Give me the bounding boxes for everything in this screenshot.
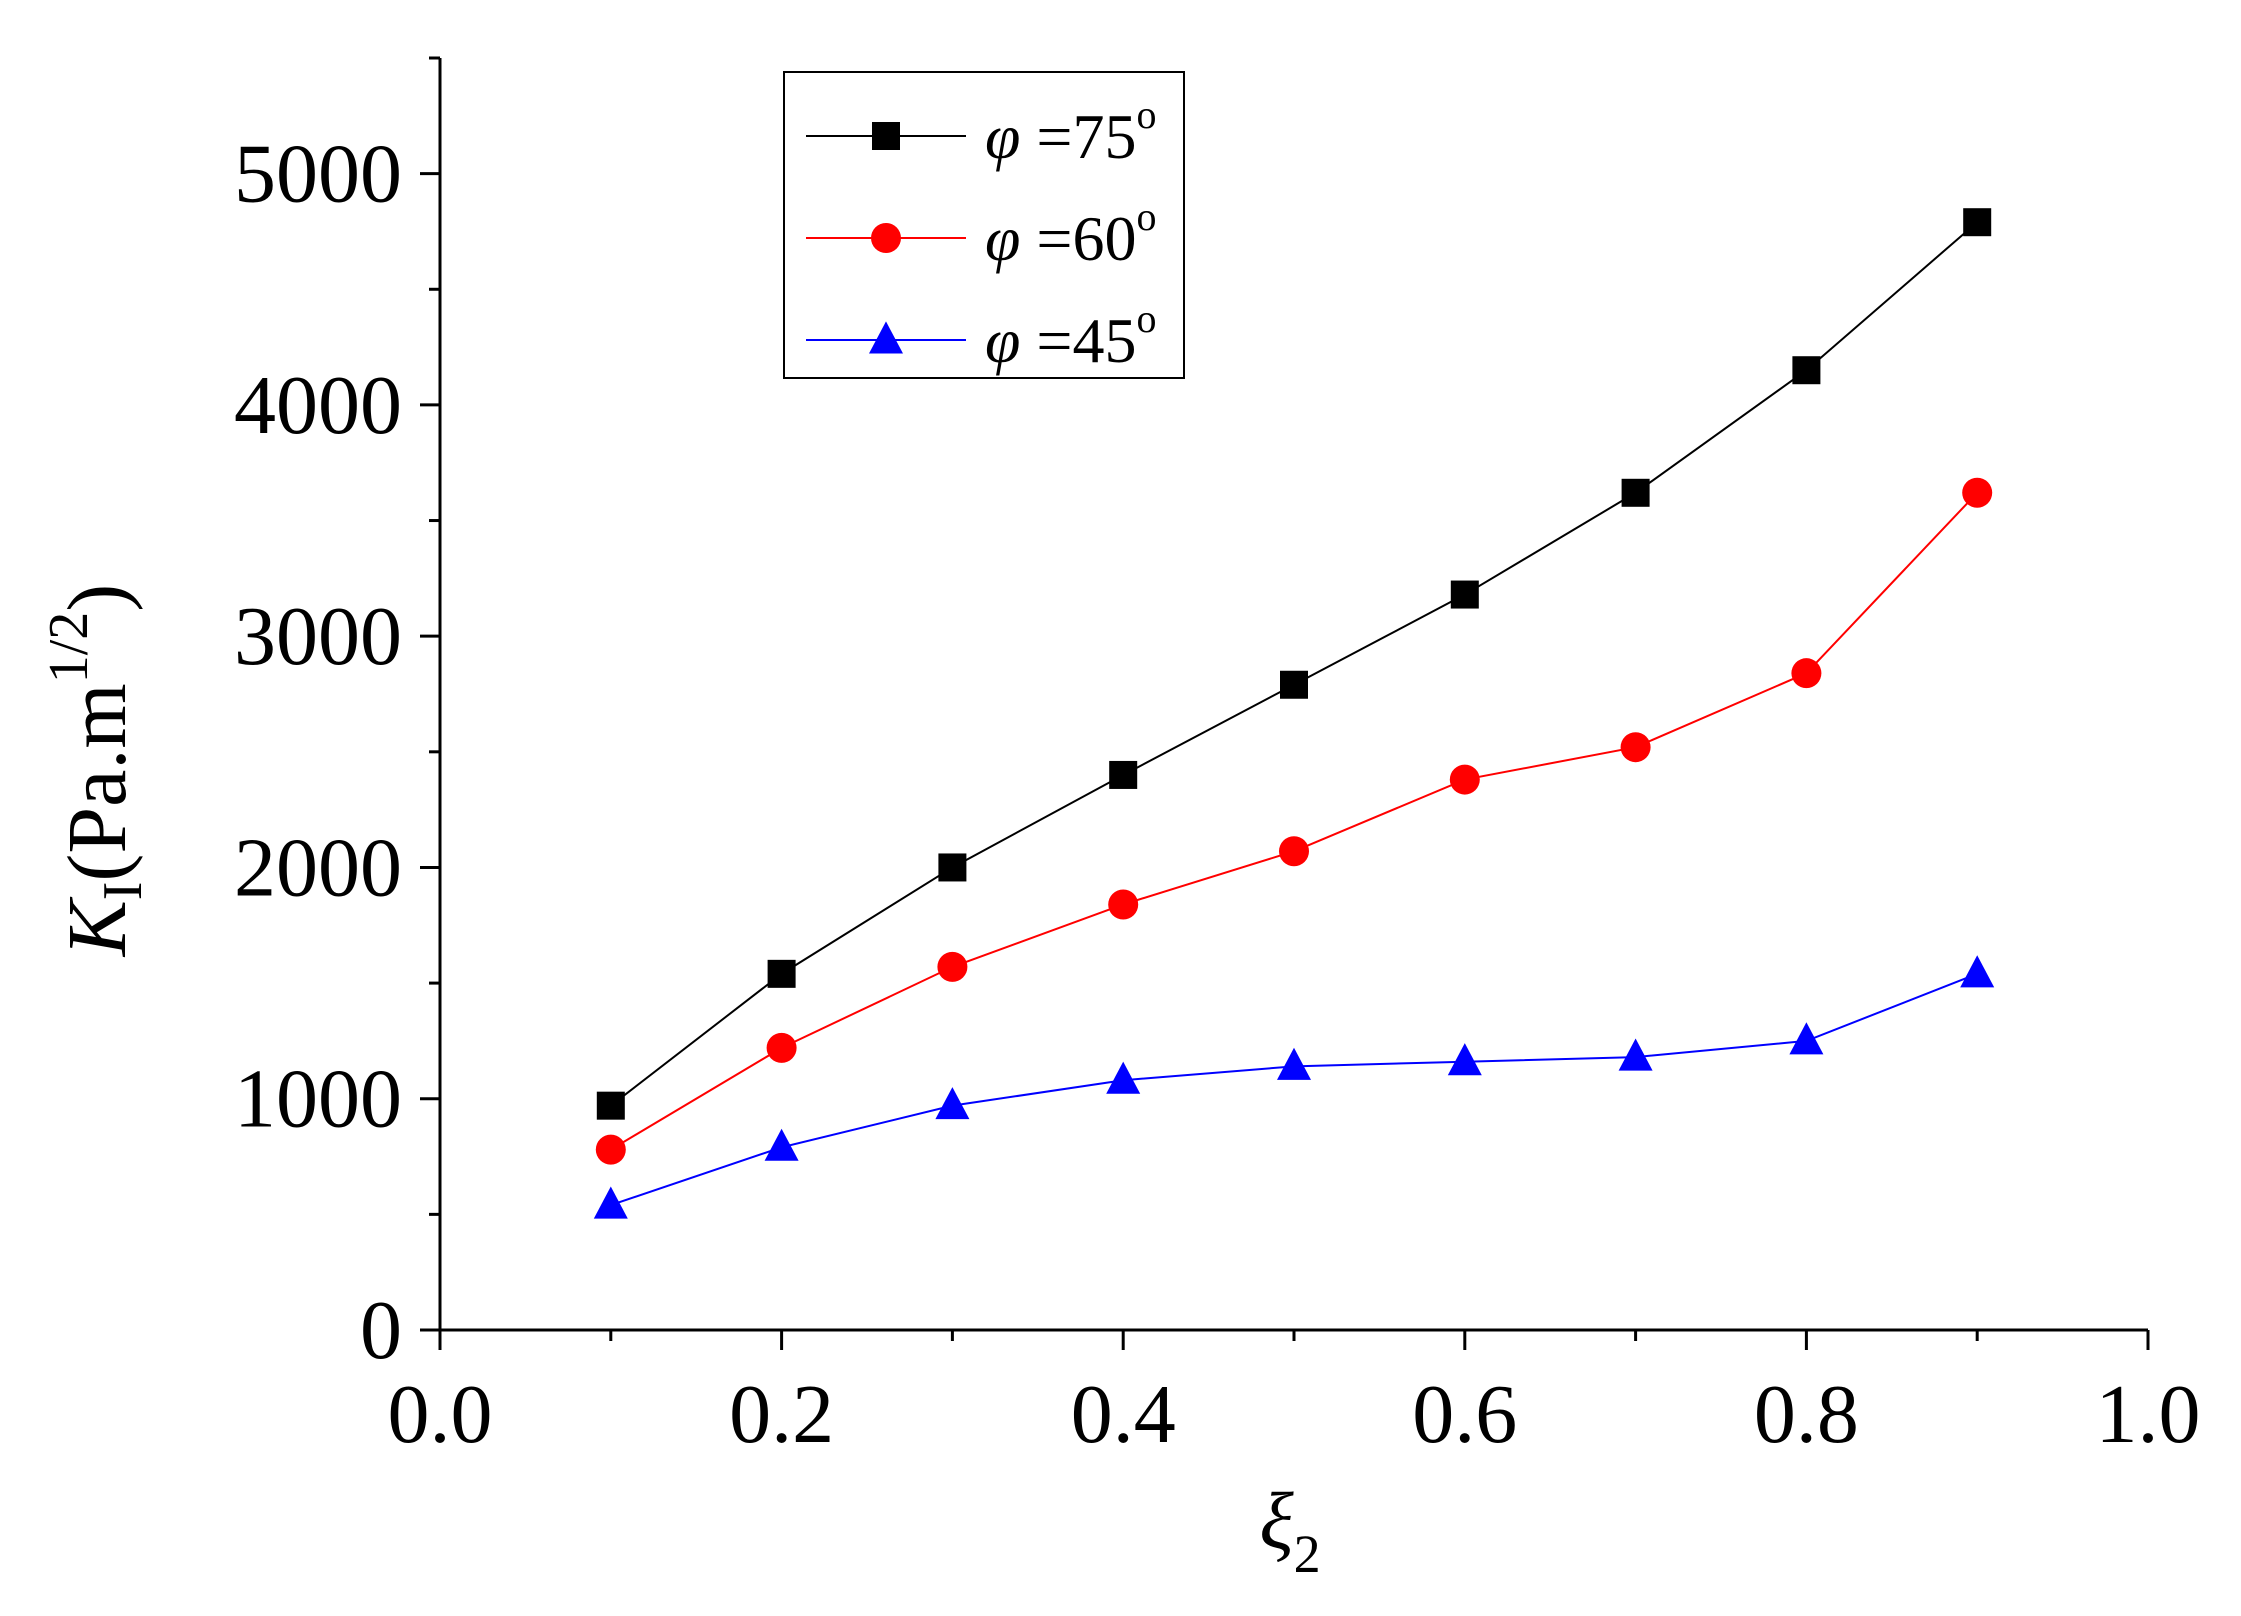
x-tick-label: 0.6	[1412, 1368, 1517, 1461]
x-axis-title: ξ2	[1259, 1478, 1320, 1584]
data-point	[1962, 477, 1993, 508]
data-point	[1791, 658, 1822, 689]
legend-box	[783, 71, 1185, 379]
data-point	[1450, 580, 1479, 609]
legend-marker	[871, 223, 901, 253]
data-point	[1620, 732, 1651, 763]
data-point	[1621, 478, 1650, 507]
x-tick-label: 0.4	[1071, 1368, 1176, 1461]
legend-label: φ =45o	[985, 296, 1157, 376]
legend: φ =75o φ =60o φ =45o	[783, 71, 1185, 379]
x-tick-label: 0.0	[388, 1368, 493, 1461]
data-point	[596, 1091, 625, 1120]
data-point	[1109, 760, 1138, 789]
y-tick-label: 0	[360, 1284, 402, 1377]
legend-marker	[869, 321, 903, 354]
series-layer	[593, 208, 1995, 1219]
data-point	[937, 951, 968, 982]
axes: 0.0 0.2 0.4 0.6 0.8 1.0 0 1000 2000 3000 4000 5000	[234, 56, 2201, 1461]
data-point	[767, 959, 796, 988]
y-tick-label: 4000	[234, 359, 402, 452]
data-point	[1963, 208, 1992, 237]
data-point	[1960, 955, 1995, 988]
y-tick-label: 1000	[234, 1053, 402, 1146]
y-axis-title: KI(Pa.m1/2)	[38, 584, 154, 958]
series-1	[595, 477, 1993, 1165]
x-tick-label: 1.0	[2096, 1368, 2201, 1461]
legend-label: φ =60o	[985, 194, 1157, 274]
legend-marker	[872, 122, 900, 150]
series-2	[593, 955, 1995, 1219]
series-line	[610, 972, 1978, 1207]
series-0	[596, 208, 1992, 1120]
legend-label: φ =75o	[985, 92, 1157, 172]
data-point	[766, 1032, 797, 1063]
data-point	[1279, 836, 1309, 867]
legend-item: φ =45o	[806, 296, 1157, 376]
data-point	[935, 1087, 970, 1120]
data-point	[1447, 1043, 1482, 1076]
data-point	[1280, 670, 1308, 699]
data-point	[1108, 889, 1139, 920]
y-tick-label: 3000	[234, 590, 402, 683]
data-point	[1449, 764, 1480, 795]
y-tick-label: 2000	[234, 821, 402, 914]
x-tick-label: 0.2	[729, 1368, 834, 1461]
data-point	[593, 1186, 628, 1219]
x-tick-label: 0.8	[1754, 1368, 1859, 1461]
data-point	[595, 1134, 626, 1165]
data-point	[1792, 356, 1821, 385]
data-point	[1277, 1047, 1311, 1080]
data-point	[1106, 1061, 1141, 1094]
data-point	[1789, 1022, 1824, 1055]
legend-item: φ =75o	[806, 92, 1157, 172]
legend-item: φ =60o	[806, 194, 1157, 274]
data-point	[1618, 1038, 1653, 1071]
data-point	[764, 1128, 799, 1161]
data-point	[938, 853, 967, 882]
y-tick-label: 5000	[234, 128, 402, 221]
